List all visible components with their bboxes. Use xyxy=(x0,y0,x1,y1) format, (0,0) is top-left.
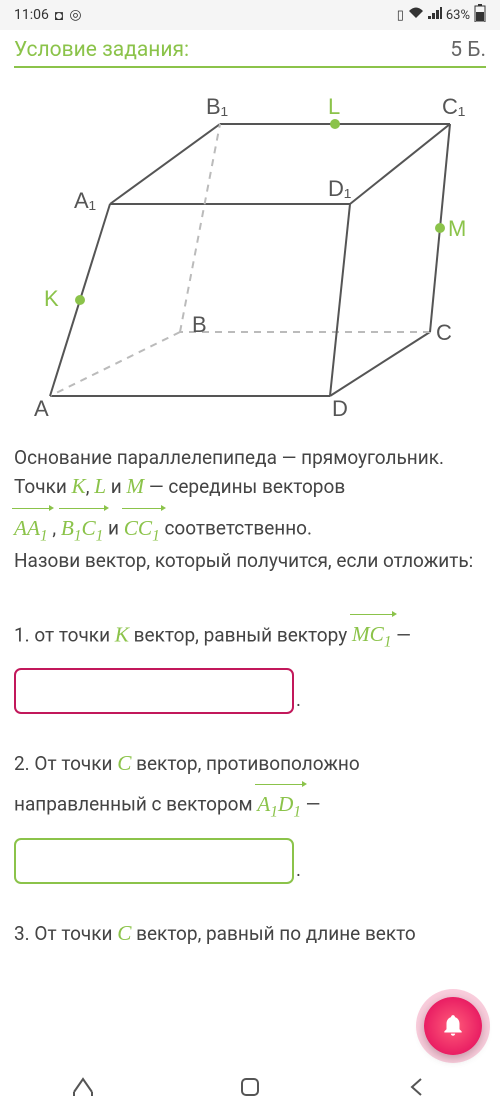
notification-fab[interactable] xyxy=(424,997,482,1055)
diagram-svg: A D C B A₁ D₁ C₁ B₁ K L M xyxy=(30,84,470,424)
battery-icon xyxy=(474,4,486,26)
q3-t1: От точки xyxy=(34,922,117,945)
vector-B1C1: B1C1 xyxy=(61,502,104,547)
q1-t2: вектор, равный вектору xyxy=(129,623,352,646)
intro-sep2: и xyxy=(103,517,123,540)
q1-K: K xyxy=(115,622,129,646)
vector-CC1: CC1 xyxy=(124,502,160,547)
svg-text:C₁: C₁ xyxy=(442,94,465,119)
vibrate-icon: ▯ xyxy=(397,8,404,23)
intro-text: Основание параллелепипеда — прямоугольни… xyxy=(14,444,486,575)
vector-arrow-icon xyxy=(59,502,110,514)
svg-text:M: M xyxy=(448,216,466,241)
bell-icon xyxy=(440,1013,466,1039)
svg-text:L: L xyxy=(328,94,340,119)
vector-arrow-icon xyxy=(122,502,166,514)
intro-c1: , xyxy=(86,475,94,498)
intro-l4: Назови вектор, который получится, если о… xyxy=(14,549,473,572)
question-1: 1. от точки K вектор, равный вектору MC1… xyxy=(14,609,486,714)
status-right: ▯ 63% xyxy=(397,4,486,26)
q2-period: . xyxy=(296,856,301,884)
header-divider xyxy=(14,66,486,68)
var-K: K xyxy=(72,474,86,498)
content-area: Условие задания: 5 Б. ADCBA₁D₁C₁B₁KLM Ос… xyxy=(0,30,500,956)
question-3: 3. От точки C вектор, равный по длине ве… xyxy=(14,918,486,949)
battery-text: 63% xyxy=(446,8,470,23)
intro-l2b: — середины векторов xyxy=(144,475,345,498)
svg-text:D₁: D₁ xyxy=(328,176,351,201)
vec-AA1-base: AA xyxy=(14,516,40,540)
nav-home-button[interactable] xyxy=(239,1076,261,1102)
status-bar: 11:06 ◘ ◎ ▯ 63% xyxy=(0,0,500,30)
vec-MC1-base: MC xyxy=(352,622,384,646)
task-title: Условие задания: xyxy=(14,38,189,62)
vector-arrow-icon xyxy=(255,778,307,790)
vec-A1D1-s2: 1 xyxy=(293,803,301,820)
intro-sep1: , xyxy=(48,517,61,540)
var-L: L xyxy=(94,474,106,498)
vec-A1D1-a: A xyxy=(257,792,270,816)
vec-B1C1-s2: 1 xyxy=(96,527,104,544)
q3-C: C xyxy=(117,921,131,945)
vector-A1D1: A1D1 xyxy=(257,778,301,823)
task-header: Условие задания: 5 Б. xyxy=(14,38,486,62)
status-time: 11:06 xyxy=(14,7,49,23)
vector-AA1: AA1 xyxy=(14,502,48,547)
q1-t1: от точки xyxy=(34,623,114,646)
intro-l3: соответственно. xyxy=(160,517,312,540)
q2-C: C xyxy=(117,751,131,775)
signal-icon xyxy=(428,7,442,23)
q2-num: 2. xyxy=(14,752,34,775)
vec-MC1-sub: 1 xyxy=(384,633,392,650)
svg-text:A: A xyxy=(34,396,49,421)
q2-t3: направленный с вектором xyxy=(14,793,257,816)
android-nav-bar xyxy=(0,1067,500,1111)
vec-AA1-sub: 1 xyxy=(40,527,48,544)
vector-arrow-icon xyxy=(350,609,398,621)
parallelepiped-diagram: A D C B A₁ D₁ C₁ B₁ K L M xyxy=(14,84,486,424)
q1-num: 1. xyxy=(14,623,34,646)
svg-text:B: B xyxy=(192,312,207,337)
intro-and: и xyxy=(106,475,126,498)
vec-CC1-base: CC xyxy=(124,516,152,540)
vec-A1D1-b: D xyxy=(278,792,293,816)
q2-answer-input[interactable] xyxy=(14,838,294,884)
q3-t2: вектор, равный по длине векто xyxy=(131,922,415,945)
svg-text:C: C xyxy=(436,320,452,345)
q1-period: . xyxy=(296,686,301,714)
nav-back-button[interactable] xyxy=(406,1076,428,1102)
wifi-icon xyxy=(408,7,424,23)
vec-CC1-sub: 1 xyxy=(152,527,160,544)
status-left: 11:06 ◘ ◎ xyxy=(14,7,82,24)
svg-text:D: D xyxy=(332,396,348,421)
q2-t1: От точки xyxy=(34,752,117,775)
intro-line1: Основание параллелепипеда — прямоугольни… xyxy=(14,446,444,469)
q2-t2: вектор, противоположно xyxy=(131,752,359,775)
vector-MC1: MC1 xyxy=(352,609,392,654)
q1-dash: — xyxy=(391,623,411,646)
nav-recent-button[interactable] xyxy=(72,1076,94,1102)
question-2: 2. От точки C вектор, противоположно нап… xyxy=(14,748,486,884)
q2-dash: — xyxy=(301,793,321,816)
vector-arrow-icon xyxy=(12,502,54,514)
status-indicator-2: ◎ xyxy=(69,7,81,23)
var-M: M xyxy=(126,474,144,498)
status-indicator-1: ◘ xyxy=(55,7,63,24)
intro-l2a: Точки xyxy=(14,475,72,498)
q3-num: 3. xyxy=(14,922,34,945)
vec-B1C1-a: B xyxy=(61,516,74,540)
vec-A1D1-s1: 1 xyxy=(270,803,278,820)
svg-text:K: K xyxy=(44,286,59,311)
q1-answer-input[interactable] xyxy=(14,668,294,714)
svg-text:B₁: B₁ xyxy=(206,94,228,119)
svg-text:A₁: A₁ xyxy=(74,188,96,213)
task-points: 5 Б. xyxy=(450,38,486,62)
vec-B1C1-b: C xyxy=(81,516,95,540)
